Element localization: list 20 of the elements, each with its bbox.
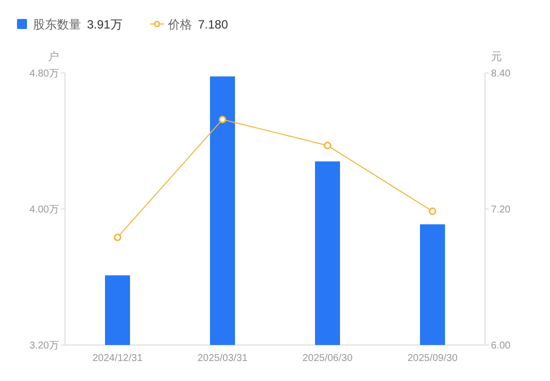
y2-tick-label: 8.40 (491, 68, 511, 80)
legend-label: 价格 (167, 18, 192, 32)
x-tick-label: 2024/12/31 (92, 353, 143, 364)
y2-tick-label: 6.00 (491, 340, 511, 352)
x-tick-label: 2025/09/30 (407, 353, 458, 364)
y-tick-label: 4.80万 (30, 68, 59, 80)
y-axis-title: 户 (48, 50, 59, 63)
point (114, 234, 122, 242)
y-tick-label: 4.00万 (30, 204, 59, 216)
x-tick-label: 2025/03/31 (197, 353, 248, 364)
text: 3.91万 (87, 18, 122, 32)
text: 7.180 (198, 18, 228, 32)
point (428, 208, 436, 215)
point (218, 116, 226, 124)
point (324, 142, 332, 150)
y2-axis-title: 元 (491, 51, 502, 63)
x-tick-label: 2025/06/30 (302, 353, 353, 364)
y-tick-label: 3.20万 (30, 340, 59, 352)
y2-tick-label: 7.20 (491, 204, 511, 216)
legend-label: 股东数量 (33, 18, 81, 32)
